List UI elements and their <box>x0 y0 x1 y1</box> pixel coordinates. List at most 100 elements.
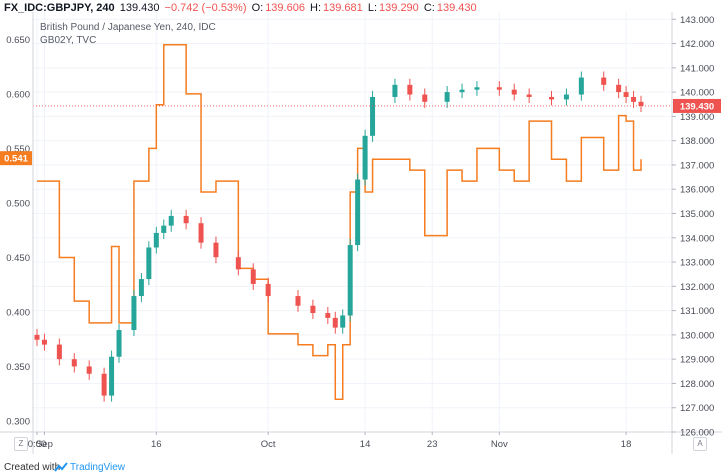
left-tick-label: 0.600 <box>6 89 30 100</box>
candle[interactable] <box>526 94 532 97</box>
left-tick-label: 0.450 <box>6 253 30 264</box>
right-tick-label: 142.000 <box>680 39 714 50</box>
right-tick-label: 131.000 <box>680 306 714 317</box>
candle[interactable] <box>407 84 413 95</box>
candle[interactable] <box>511 89 517 95</box>
candle[interactable] <box>310 305 316 314</box>
candle[interactable] <box>616 84 622 93</box>
left-scale-button[interactable]: Z <box>14 437 28 451</box>
candle[interactable] <box>153 232 159 248</box>
time-tick-label: 16 <box>151 439 162 450</box>
right-tick-label: 135.000 <box>680 209 714 220</box>
candle[interactable] <box>325 313 331 318</box>
candle[interactable] <box>183 215 189 224</box>
candle[interactable] <box>370 96 376 136</box>
gb02y-value-label: 0.541 <box>4 154 28 165</box>
candle[interactable] <box>392 84 398 97</box>
main-series-title: British Pound / Japanese Yen, 240, IDC <box>40 22 216 33</box>
candle[interactable] <box>474 87 480 90</box>
candle[interactable] <box>41 339 47 345</box>
last-price: 139.430 <box>119 2 160 14</box>
footer: Created with TradingView <box>0 460 722 476</box>
candle[interactable] <box>161 225 167 233</box>
candle[interactable] <box>549 96 555 100</box>
low-label: L: <box>367 2 378 14</box>
candle[interactable] <box>623 92 629 97</box>
time-tick-label: 23 <box>427 439 438 450</box>
candle[interactable] <box>444 92 450 102</box>
candle[interactable] <box>347 245 353 316</box>
right-tick-label: 141.000 <box>680 63 714 74</box>
candle[interactable] <box>213 242 219 258</box>
right-tick-label: 130.000 <box>680 330 714 341</box>
price-change: −0.742 (−0.53%) <box>164 2 247 14</box>
time-tick-label: Sep <box>36 439 53 450</box>
candle[interactable] <box>146 247 152 280</box>
candle[interactable] <box>332 317 338 328</box>
candle[interactable] <box>168 215 174 226</box>
candle[interactable] <box>578 77 584 95</box>
candle[interactable] <box>131 296 137 331</box>
candle[interactable] <box>340 315 346 328</box>
time-tick-label: Nov <box>491 439 508 450</box>
time-tick-label: 14 <box>360 439 371 450</box>
candle[interactable] <box>101 373 107 396</box>
candle[interactable] <box>116 330 122 357</box>
left-tick-label: 0.500 <box>6 198 30 209</box>
candle[interactable] <box>86 366 92 374</box>
right-tick-label: 129.000 <box>680 355 714 366</box>
candle[interactable] <box>601 77 607 85</box>
candle[interactable] <box>34 334 40 340</box>
right-tick-label: 126.000 <box>680 428 714 439</box>
right-tick-label: 139.000 <box>680 112 714 123</box>
symbol-label[interactable]: FX_IDC:GBPJPY, 240 <box>4 2 115 14</box>
candle[interactable] <box>56 344 62 360</box>
candle[interactable] <box>138 279 144 297</box>
candle[interactable] <box>362 135 368 180</box>
current-price-label: 139.430 <box>680 101 714 112</box>
candle[interactable] <box>198 223 204 243</box>
left-tick-label: 0.350 <box>6 362 30 373</box>
left-tick-label: 0.650 <box>6 35 30 46</box>
axes: 143.000 142.000 141.000 140.000 139.000 138.0… <box>0 12 722 454</box>
overlay-series-title: GB02Y, TVC <box>40 35 97 46</box>
chart-grid <box>33 12 672 433</box>
candle[interactable] <box>496 87 502 90</box>
right-tick-label: 134.000 <box>680 233 714 244</box>
candle[interactable] <box>250 269 256 284</box>
time-tick-label: 0:00 <box>28 439 47 450</box>
candle[interactable] <box>235 257 241 270</box>
right-tick-label: 128.000 <box>680 379 714 390</box>
right-tick-label: 140.000 <box>680 88 714 99</box>
time-tick-label: Oct <box>261 439 276 450</box>
right-tick-label: 138.000 <box>680 136 714 147</box>
candle[interactable] <box>563 94 569 100</box>
right-tick-label: 136.000 <box>680 185 714 196</box>
right-tick-label: 132.000 <box>680 282 714 293</box>
brand-name[interactable]: TradingView <box>70 462 126 473</box>
gb02y-value-badge <box>0 151 32 166</box>
close-label: C: <box>423 2 435 14</box>
candle[interactable] <box>631 96 637 102</box>
high-value: 139.681 <box>323 2 363 14</box>
left-tick-label: 0.300 <box>6 417 30 428</box>
left-tick-label: 0.400 <box>6 308 30 319</box>
candle[interactable] <box>355 179 361 246</box>
candle[interactable] <box>71 359 77 367</box>
candle[interactable] <box>265 283 271 297</box>
plot-area[interactable] <box>33 43 672 402</box>
right-tick-label: 137.000 <box>680 160 714 171</box>
created-with-label: Created with <box>4 462 61 473</box>
candle[interactable] <box>459 89 465 93</box>
candle[interactable] <box>638 101 644 106</box>
open-value: 139.606 <box>265 2 305 14</box>
current-price-badge <box>673 98 721 113</box>
close-value: 139.430 <box>436 2 477 14</box>
gb02y-line[interactable] <box>37 43 642 401</box>
right-scale-button[interactable]: A <box>693 437 707 451</box>
candle[interactable] <box>295 296 301 306</box>
candle[interactable] <box>109 356 115 396</box>
candle[interactable] <box>422 94 428 102</box>
right-tick-label: 143.000 <box>680 15 714 26</box>
